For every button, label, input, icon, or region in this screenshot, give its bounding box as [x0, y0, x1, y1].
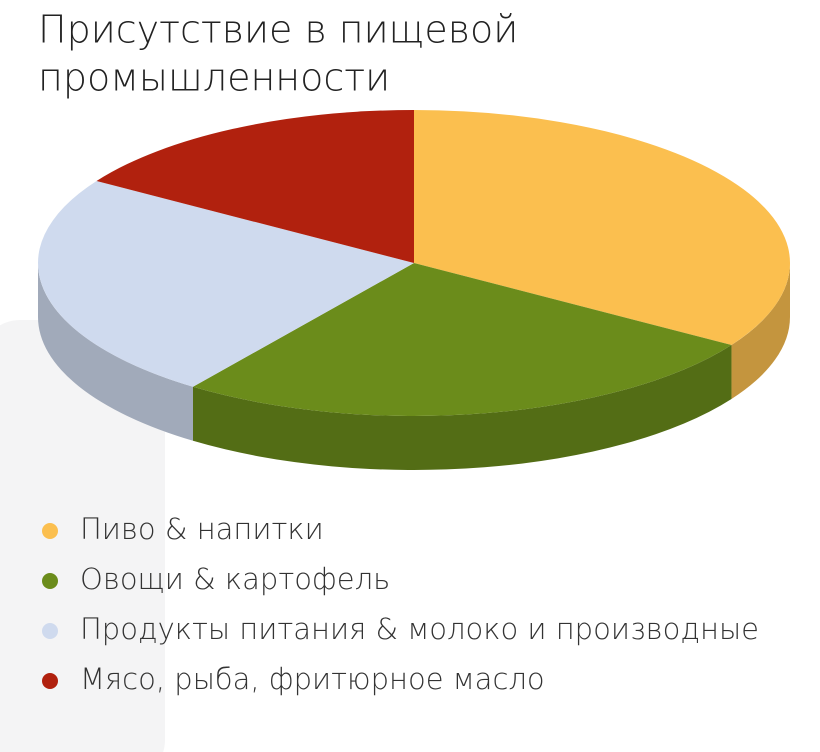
- pie-slice: [96, 110, 414, 263]
- pie-slice-side: [731, 263, 790, 399]
- pie-slice: [37, 181, 414, 387]
- pie: [37, 110, 790, 471]
- legend-label: Мясо, рыба, фритюрное масло: [80, 662, 545, 696]
- chart-title: Присутствие в пищевой: [38, 8, 518, 52]
- background-panel: [0, 320, 165, 752]
- legend-label: Продукты питания & молоко и производные: [80, 612, 759, 646]
- legend-marker: [42, 673, 58, 689]
- legend-marker: [42, 623, 58, 639]
- pie-slice: [192, 263, 732, 416]
- pie-slice-side: [38, 263, 193, 441]
- legend-label: Пиво & напитки: [80, 512, 324, 546]
- legend: Пиво & напитки Овощи & картофель Продукты …: [42, 512, 759, 696]
- legend-marker: [42, 523, 58, 539]
- legend-marker: [42, 573, 58, 589]
- pie-slice: [414, 110, 790, 345]
- chart-title: промышленности: [38, 56, 390, 100]
- pie-slice-side: [192, 344, 732, 471]
- legend-label: Овощи & картофель: [80, 562, 390, 596]
